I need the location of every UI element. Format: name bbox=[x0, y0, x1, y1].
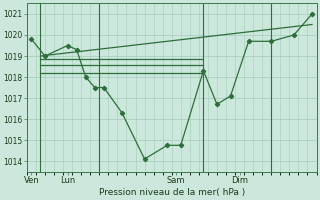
X-axis label: Pression niveau de la mer( hPa ): Pression niveau de la mer( hPa ) bbox=[99, 188, 245, 197]
